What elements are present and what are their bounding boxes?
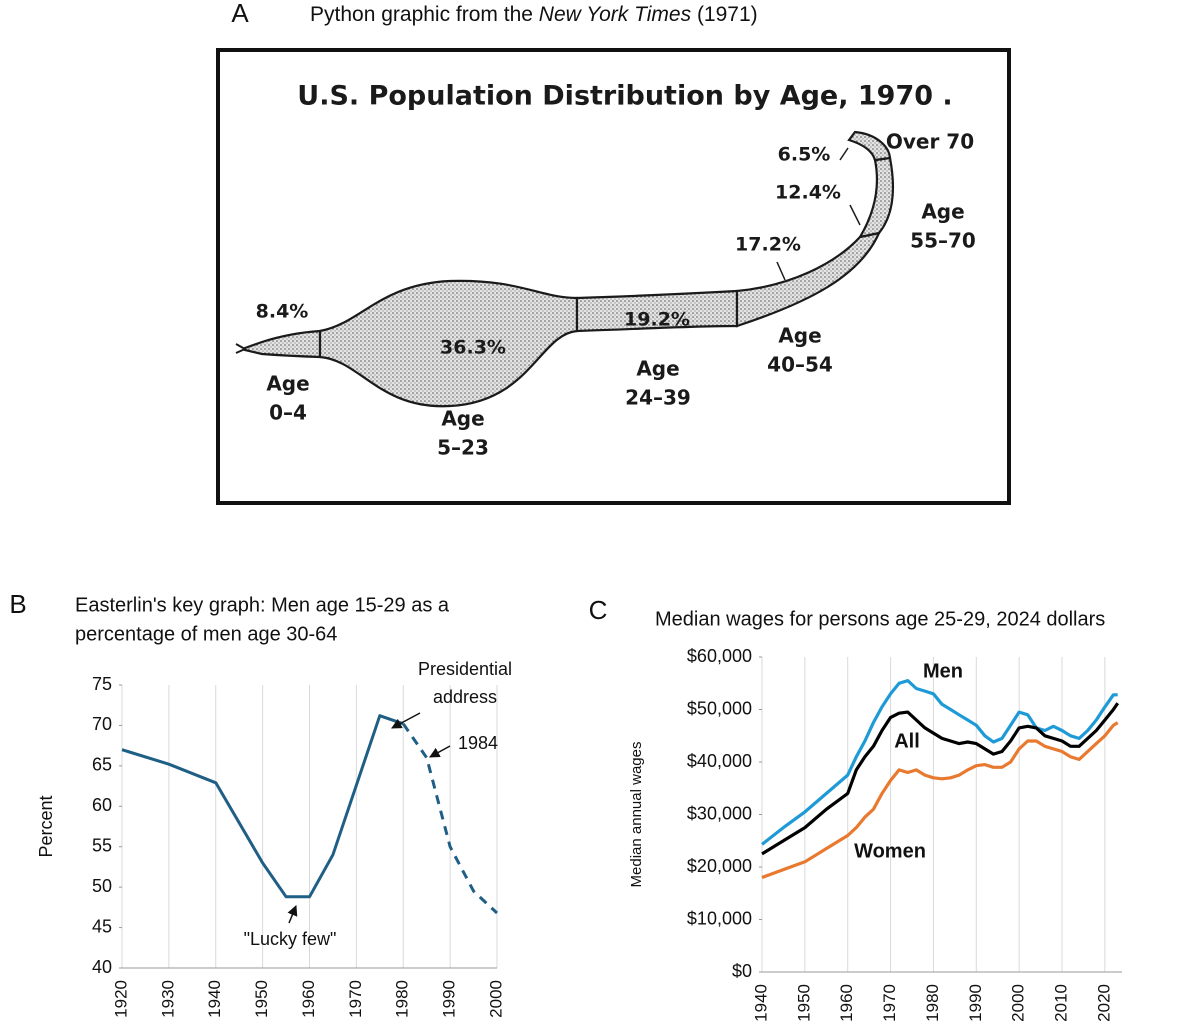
segment-label: Over 70 xyxy=(886,130,974,154)
panel-label: C xyxy=(589,595,608,625)
leader-line xyxy=(849,204,861,226)
x-tick-label: 2020 xyxy=(1094,984,1113,1022)
annotation-arrow xyxy=(287,905,298,924)
value-label: 8.4% xyxy=(256,301,309,323)
annotation: "Lucky few" xyxy=(244,929,337,949)
data-line xyxy=(761,721,1119,880)
segment-label: Age xyxy=(778,324,821,348)
y-tick-label: $0 xyxy=(732,961,752,981)
x-tick-label: 1960 xyxy=(299,980,318,1018)
x-tick-label: 1970 xyxy=(346,980,365,1018)
x-tick-label: 1950 xyxy=(252,980,271,1018)
segment-label: Age xyxy=(636,357,679,381)
x-tick-label: 1970 xyxy=(880,984,899,1022)
annotation-arrow xyxy=(429,745,451,758)
annotation: address xyxy=(433,687,497,707)
y-tick-label: 45 xyxy=(92,916,112,936)
segment-label: Age xyxy=(266,372,309,396)
segment-label: Age xyxy=(441,407,484,431)
annotation: 1984 xyxy=(458,733,498,753)
segment-label: 0–4 xyxy=(269,401,307,425)
python-tongue xyxy=(235,343,246,354)
x-tick-label: 2000 xyxy=(486,980,505,1018)
graphic-heading: U.S. Population Distribution by Age, 197… xyxy=(297,81,952,112)
y-tick-label: $20,000 xyxy=(687,856,752,876)
x-tick-label: 1990 xyxy=(966,984,985,1022)
segment-label: 55–70 xyxy=(910,229,976,253)
y-tick-label: $60,000 xyxy=(687,646,752,666)
annotation: Presidential xyxy=(418,659,512,679)
y-tick-label: 70 xyxy=(92,714,112,734)
segment-label: 5–23 xyxy=(437,436,489,460)
data-line xyxy=(121,714,404,899)
x-tick-label: 1940 xyxy=(205,980,224,1018)
y-tick-label: 65 xyxy=(92,755,112,775)
x-tick-label: 1950 xyxy=(794,984,813,1022)
leader-line xyxy=(776,261,786,281)
y-axis-label: Median annual wages xyxy=(628,742,645,888)
series-label: All xyxy=(894,730,920,752)
x-tick-label: 1980 xyxy=(923,984,942,1022)
y-tick-label: 60 xyxy=(92,795,112,815)
title-part: (1971) xyxy=(691,3,758,26)
value-label: 12.4% xyxy=(775,182,841,204)
y-tick-label: $50,000 xyxy=(687,698,752,718)
title-part: New York Times xyxy=(539,3,692,26)
panel-a-frame xyxy=(216,48,1011,505)
chart-title: Median wages for persons age 25-29, 2024… xyxy=(655,608,1105,630)
data-line xyxy=(761,679,1118,846)
y-tick-label: 50 xyxy=(92,876,112,896)
x-tick-label: 1990 xyxy=(440,980,459,1018)
y-tick-label: 75 xyxy=(92,674,112,694)
y-tick-label: $30,000 xyxy=(687,803,752,823)
panel-label: B xyxy=(9,589,26,619)
data-line xyxy=(761,702,1120,856)
python-segment xyxy=(847,130,892,162)
segment-label: 24–39 xyxy=(625,386,691,410)
y-tick-label: 40 xyxy=(92,957,112,977)
title-part: Python graphic from the xyxy=(310,3,539,26)
x-tick-label: 1960 xyxy=(837,984,856,1022)
x-tick-label: 1980 xyxy=(393,980,412,1018)
series-label: Men xyxy=(923,660,963,682)
x-tick-label: 1940 xyxy=(751,984,770,1022)
y-tick-label: $40,000 xyxy=(687,751,752,771)
x-tick-label: 2010 xyxy=(1051,984,1070,1022)
value-label: 17.2% xyxy=(735,234,801,256)
y-axis-label: Percent xyxy=(36,795,56,857)
chart-title: Easterlin's key graph: Men age 15-29 as … xyxy=(75,594,450,616)
chart-title: percentage of men age 30-64 xyxy=(75,623,337,645)
y-tick-label: $10,000 xyxy=(687,908,752,928)
x-tick-label: 1930 xyxy=(158,980,177,1018)
value-label: 36.3% xyxy=(440,337,506,359)
segment-label: 40–54 xyxy=(767,353,833,377)
data-line xyxy=(402,722,499,915)
x-tick-label: 1920 xyxy=(111,980,130,1018)
value-label: 19.2% xyxy=(624,309,690,331)
leader-line xyxy=(839,147,849,161)
series-label: Women xyxy=(854,840,926,862)
value-label: 6.5% xyxy=(778,144,831,166)
annotation-arrow xyxy=(391,712,421,729)
segment-label: Age xyxy=(921,200,964,224)
x-tick-label: 2000 xyxy=(1009,984,1028,1022)
panel-title: Python graphic from the New York Times (… xyxy=(310,3,758,26)
y-tick-label: 55 xyxy=(92,835,112,855)
panel-label: A xyxy=(231,0,249,28)
